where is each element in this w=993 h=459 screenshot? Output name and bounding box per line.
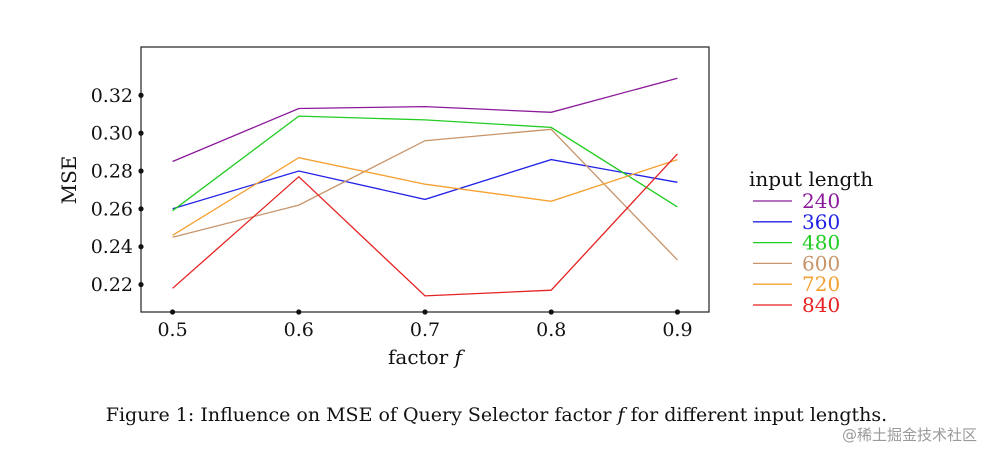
x-axis-title-var: f [453,345,466,369]
y-tick-label: 0.24 [91,236,133,258]
y-tick-mark [138,92,144,98]
x-tick-label: 0.5 [157,319,187,341]
caption-var: f [617,404,625,426]
legend-label: 360 [802,210,840,234]
y-tick-mark [138,206,144,212]
legend-item-720: 720 [753,272,840,296]
legend-label: 600 [802,251,840,275]
y-tick-label: 0.26 [91,198,133,220]
y-tick-mark [138,244,144,250]
legend-item-240: 240 [753,189,840,213]
x-tick-mark [548,309,554,315]
legend-item-840: 840 [753,293,840,317]
x-axis-title-text: factor [388,345,449,369]
x-tick-label: 0.8 [536,319,566,341]
series-line-600 [172,128,678,261]
y-tick-label: 0.32 [91,85,133,107]
y-tick-mark [138,281,144,288]
x-axis-ticks: 0.5 0.6 0.7 0.8 0.9 [157,309,693,341]
x-tick-mark [296,309,302,315]
x-tick-mark [674,309,681,315]
x-tick-label: 0.9 [662,319,692,341]
y-axis-title: MSE [57,156,81,205]
legend-item-600: 600 [753,251,840,275]
x-tick-mark [422,309,428,315]
series-line-480 [172,115,678,212]
plot-frame [140,46,710,313]
caption-suffix: for different input lengths. [630,404,888,426]
x-axis-title: factor f [388,345,466,369]
y-tick-label: 0.22 [91,274,133,296]
caption-prefix: Figure 1: Influence on MSE of Query Sele… [105,404,612,426]
y-tick-label: 0.30 [91,123,133,145]
y-tick-mark [138,130,144,136]
series-line-720 [172,157,678,236]
x-tick-label: 0.6 [284,319,314,341]
legend-label: 840 [802,293,840,317]
legend-item-360: 360 [753,210,840,234]
figure-caption: Figure 1: Influence on MSE of Query Sele… [0,404,993,426]
legend-item-480: 480 [753,231,840,255]
y-tick-mark [138,168,144,174]
legend-title: input length [749,167,873,191]
legend-label: 480 [802,231,840,255]
x-tick-mark [169,309,176,315]
series-layer [172,77,678,297]
x-tick-label: 0.7 [410,319,440,341]
watermark: @稀土掘金技术社区 [841,426,977,444]
series-line-240 [172,77,678,163]
y-axis-ticks: 0.22 0.24 0.26 0.28 0.30 0.32 [91,85,144,296]
legend-label: 720 [802,272,840,296]
series-line-840 [172,153,678,297]
legend-label: 240 [802,189,840,213]
y-tick-label: 0.28 [91,160,133,182]
